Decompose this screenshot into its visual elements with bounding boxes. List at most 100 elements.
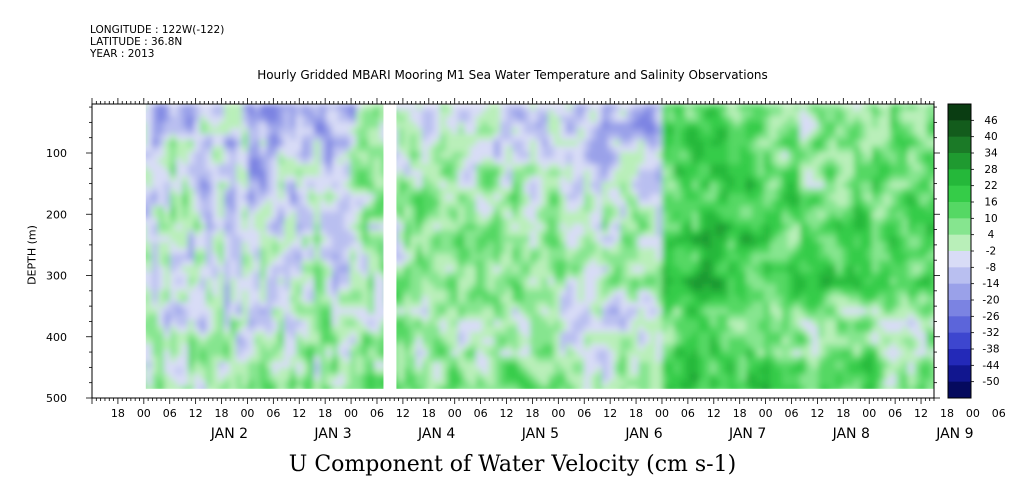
heatmap-cell: [440, 356, 447, 363]
heatmap-cell: [614, 170, 621, 177]
heatmap-cell: [398, 374, 405, 381]
heatmap-cell: [512, 170, 519, 177]
heatmap-cell: [182, 326, 189, 333]
heatmap-cell: [344, 104, 351, 111]
heatmap-cell: [536, 338, 543, 345]
heatmap-cell: [662, 254, 669, 261]
heatmap-cell: [374, 380, 381, 387]
heatmap-cell: [512, 242, 519, 249]
heatmap-cell: [152, 146, 159, 153]
heatmap-cell: [548, 242, 555, 249]
heatmap-cell: [506, 332, 513, 339]
heatmap-cell: [716, 176, 723, 183]
heatmap-cell: [746, 308, 753, 315]
heatmap-cell: [314, 332, 321, 339]
heatmap-cell: [482, 110, 489, 117]
heatmap-cell: [176, 332, 183, 339]
heatmap-cell: [728, 188, 735, 195]
heatmap-cell: [236, 170, 243, 177]
heatmap-cell: [230, 158, 237, 165]
heatmap-cell: [482, 200, 489, 207]
heatmap-cell: [548, 260, 555, 267]
heatmap-cell: [536, 116, 543, 123]
heatmap-cell: [248, 116, 255, 123]
heatmap-cell: [218, 140, 225, 147]
heatmap-cell: [182, 176, 189, 183]
heatmap-cell: [746, 302, 753, 309]
heatmap-cell: [290, 206, 297, 213]
heatmap-cell: [470, 266, 477, 273]
heatmap-cell: [560, 110, 567, 117]
heatmap-cell: [638, 350, 645, 357]
heatmap-cell: [278, 170, 285, 177]
heatmap-cell: [452, 146, 459, 153]
heatmap-cell: [608, 296, 615, 303]
heatmap-cell: [590, 248, 597, 255]
heatmap-cell: [254, 344, 261, 351]
heatmap-cell: [470, 122, 477, 129]
heatmap-cell: [632, 206, 639, 213]
heatmap-cell: [554, 254, 561, 261]
heatmap-cell: [674, 284, 681, 291]
heatmap-cell: [416, 254, 423, 261]
heatmap-cell: [356, 290, 363, 297]
heatmap-cell: [404, 320, 411, 327]
heatmap-cell: [188, 236, 195, 243]
heatmap-cell: [590, 242, 597, 249]
heatmap-cell: [410, 236, 417, 243]
heatmap-cell: [674, 200, 681, 207]
heatmap-cell: [344, 194, 351, 201]
heatmap-cell: [644, 326, 651, 333]
heatmap-cell: [176, 290, 183, 297]
heatmap-cell: [500, 356, 507, 363]
heatmap-cell: [578, 260, 585, 267]
heatmap-cell: [698, 218, 705, 225]
heatmap-cell: [728, 194, 735, 201]
heatmap-cell: [344, 278, 351, 285]
heatmap-cell: [416, 170, 423, 177]
heatmap-cell: [578, 200, 585, 207]
heatmap-cell: [620, 104, 627, 111]
heatmap-cell: [230, 176, 237, 183]
heatmap-cell: [650, 110, 657, 117]
heatmap-cell: [512, 152, 519, 159]
heatmap-cell: [182, 332, 189, 339]
heatmap-cell: [674, 236, 681, 243]
heatmap-cell: [650, 314, 657, 321]
heatmap-cell: [518, 194, 525, 201]
heatmap-cell: [458, 254, 465, 261]
heatmap-cell: [452, 200, 459, 207]
heatmap-cell: [248, 356, 255, 363]
heatmap-cell: [314, 230, 321, 237]
heatmap-cell: [272, 176, 279, 183]
heatmap-cell: [620, 242, 627, 249]
heatmap-cell: [320, 260, 327, 267]
heatmap-cell: [434, 362, 441, 369]
heatmap-cell: [728, 290, 735, 297]
heatmap-cell: [734, 200, 741, 207]
heatmap-cell: [602, 332, 609, 339]
heatmap-cell: [452, 182, 459, 189]
heatmap-cell: [644, 146, 651, 153]
heatmap-cell: [680, 128, 687, 135]
heatmap-cell: [266, 206, 273, 213]
heatmap-cell: [254, 248, 261, 255]
heatmap-cell: [356, 230, 363, 237]
heatmap-cell: [170, 266, 177, 273]
heatmap-cell: [596, 158, 603, 165]
heatmap-cell: [632, 290, 639, 297]
heatmap-cell: [584, 128, 591, 135]
heatmap-cell: [212, 266, 219, 273]
heatmap-cell: [194, 302, 201, 309]
heatmap-cell: [548, 110, 555, 117]
heatmap-cell: [602, 380, 609, 387]
heatmap-cell: [236, 362, 243, 369]
heatmap-cell: [416, 110, 423, 117]
heatmap-cell: [692, 290, 699, 297]
heatmap-cell: [242, 338, 249, 345]
heatmap-cell: [398, 236, 405, 243]
heatmap-cell: [722, 374, 729, 381]
heatmap-cell: [338, 380, 345, 387]
heatmap-cell: [452, 332, 459, 339]
heatmap-cell: [542, 362, 549, 369]
